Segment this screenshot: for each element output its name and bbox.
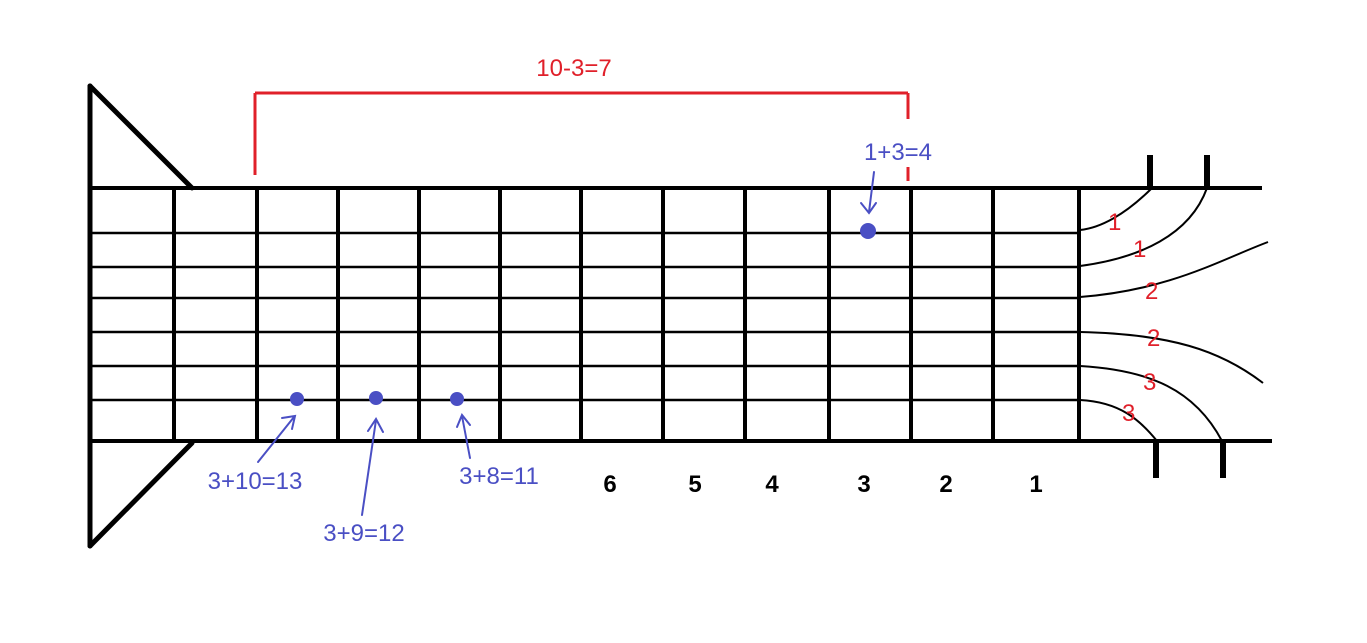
fret-number: 1 (1029, 471, 1042, 498)
fret-number: 5 (688, 471, 701, 498)
arrow-shaft (461, 415, 471, 459)
dot-label: 1+3=4 (864, 139, 932, 166)
fret-numbers: 6 5 4 3 2 1 (603, 471, 1042, 498)
string-number: 3 (1143, 369, 1156, 396)
string-number: 1 (1133, 236, 1146, 263)
fret-number: 4 (765, 471, 779, 498)
arrow-head (860, 202, 877, 215)
dot-label: 3+9=12 (323, 520, 404, 547)
string-curve (1079, 331, 1264, 384)
arrow-shaft (361, 419, 377, 516)
note-dot (450, 392, 464, 406)
bracket-label: 10-3=7 (536, 55, 611, 82)
arrow-shaft (257, 416, 295, 463)
note-dots (290, 223, 876, 406)
fret-number: 2 (939, 471, 952, 498)
fret-number: 3 (857, 471, 870, 498)
headstock-strings (1079, 187, 1269, 442)
fret-number: 6 (603, 471, 616, 498)
strings (90, 231, 1080, 402)
string-curve (1079, 365, 1223, 442)
note-dot (860, 223, 876, 239)
string-curve (1079, 187, 1153, 231)
left-body (87, 83, 195, 549)
lower-wedge-line (87, 440, 195, 549)
string-curve (1079, 241, 1269, 298)
string-curve (1079, 187, 1208, 267)
interval-bracket (253, 91, 910, 181)
arrow-head (456, 413, 471, 428)
dot-label: 3+8=11 (459, 463, 539, 490)
string-curve (1079, 399, 1158, 442)
string-number: 2 (1147, 325, 1160, 352)
arrow-shaft (868, 171, 875, 213)
note-dot (290, 392, 304, 406)
dot-label: 3+10=13 (208, 468, 303, 495)
string-number: 1 (1108, 209, 1121, 236)
string-number: 2 (1145, 278, 1158, 305)
frets (172, 188, 1081, 441)
string-number: 3 (1122, 400, 1135, 427)
tuning-pegs (1147, 155, 1226, 478)
upper-wedge-line (87, 83, 195, 191)
fretboard-edges (90, 186, 1272, 443)
arrow-head (367, 417, 384, 433)
note-dot (369, 391, 383, 405)
dot-arrows (257, 171, 877, 516)
string-numbers: 1 1 2 2 3 3 (1108, 209, 1160, 427)
arrow-head (281, 414, 297, 430)
